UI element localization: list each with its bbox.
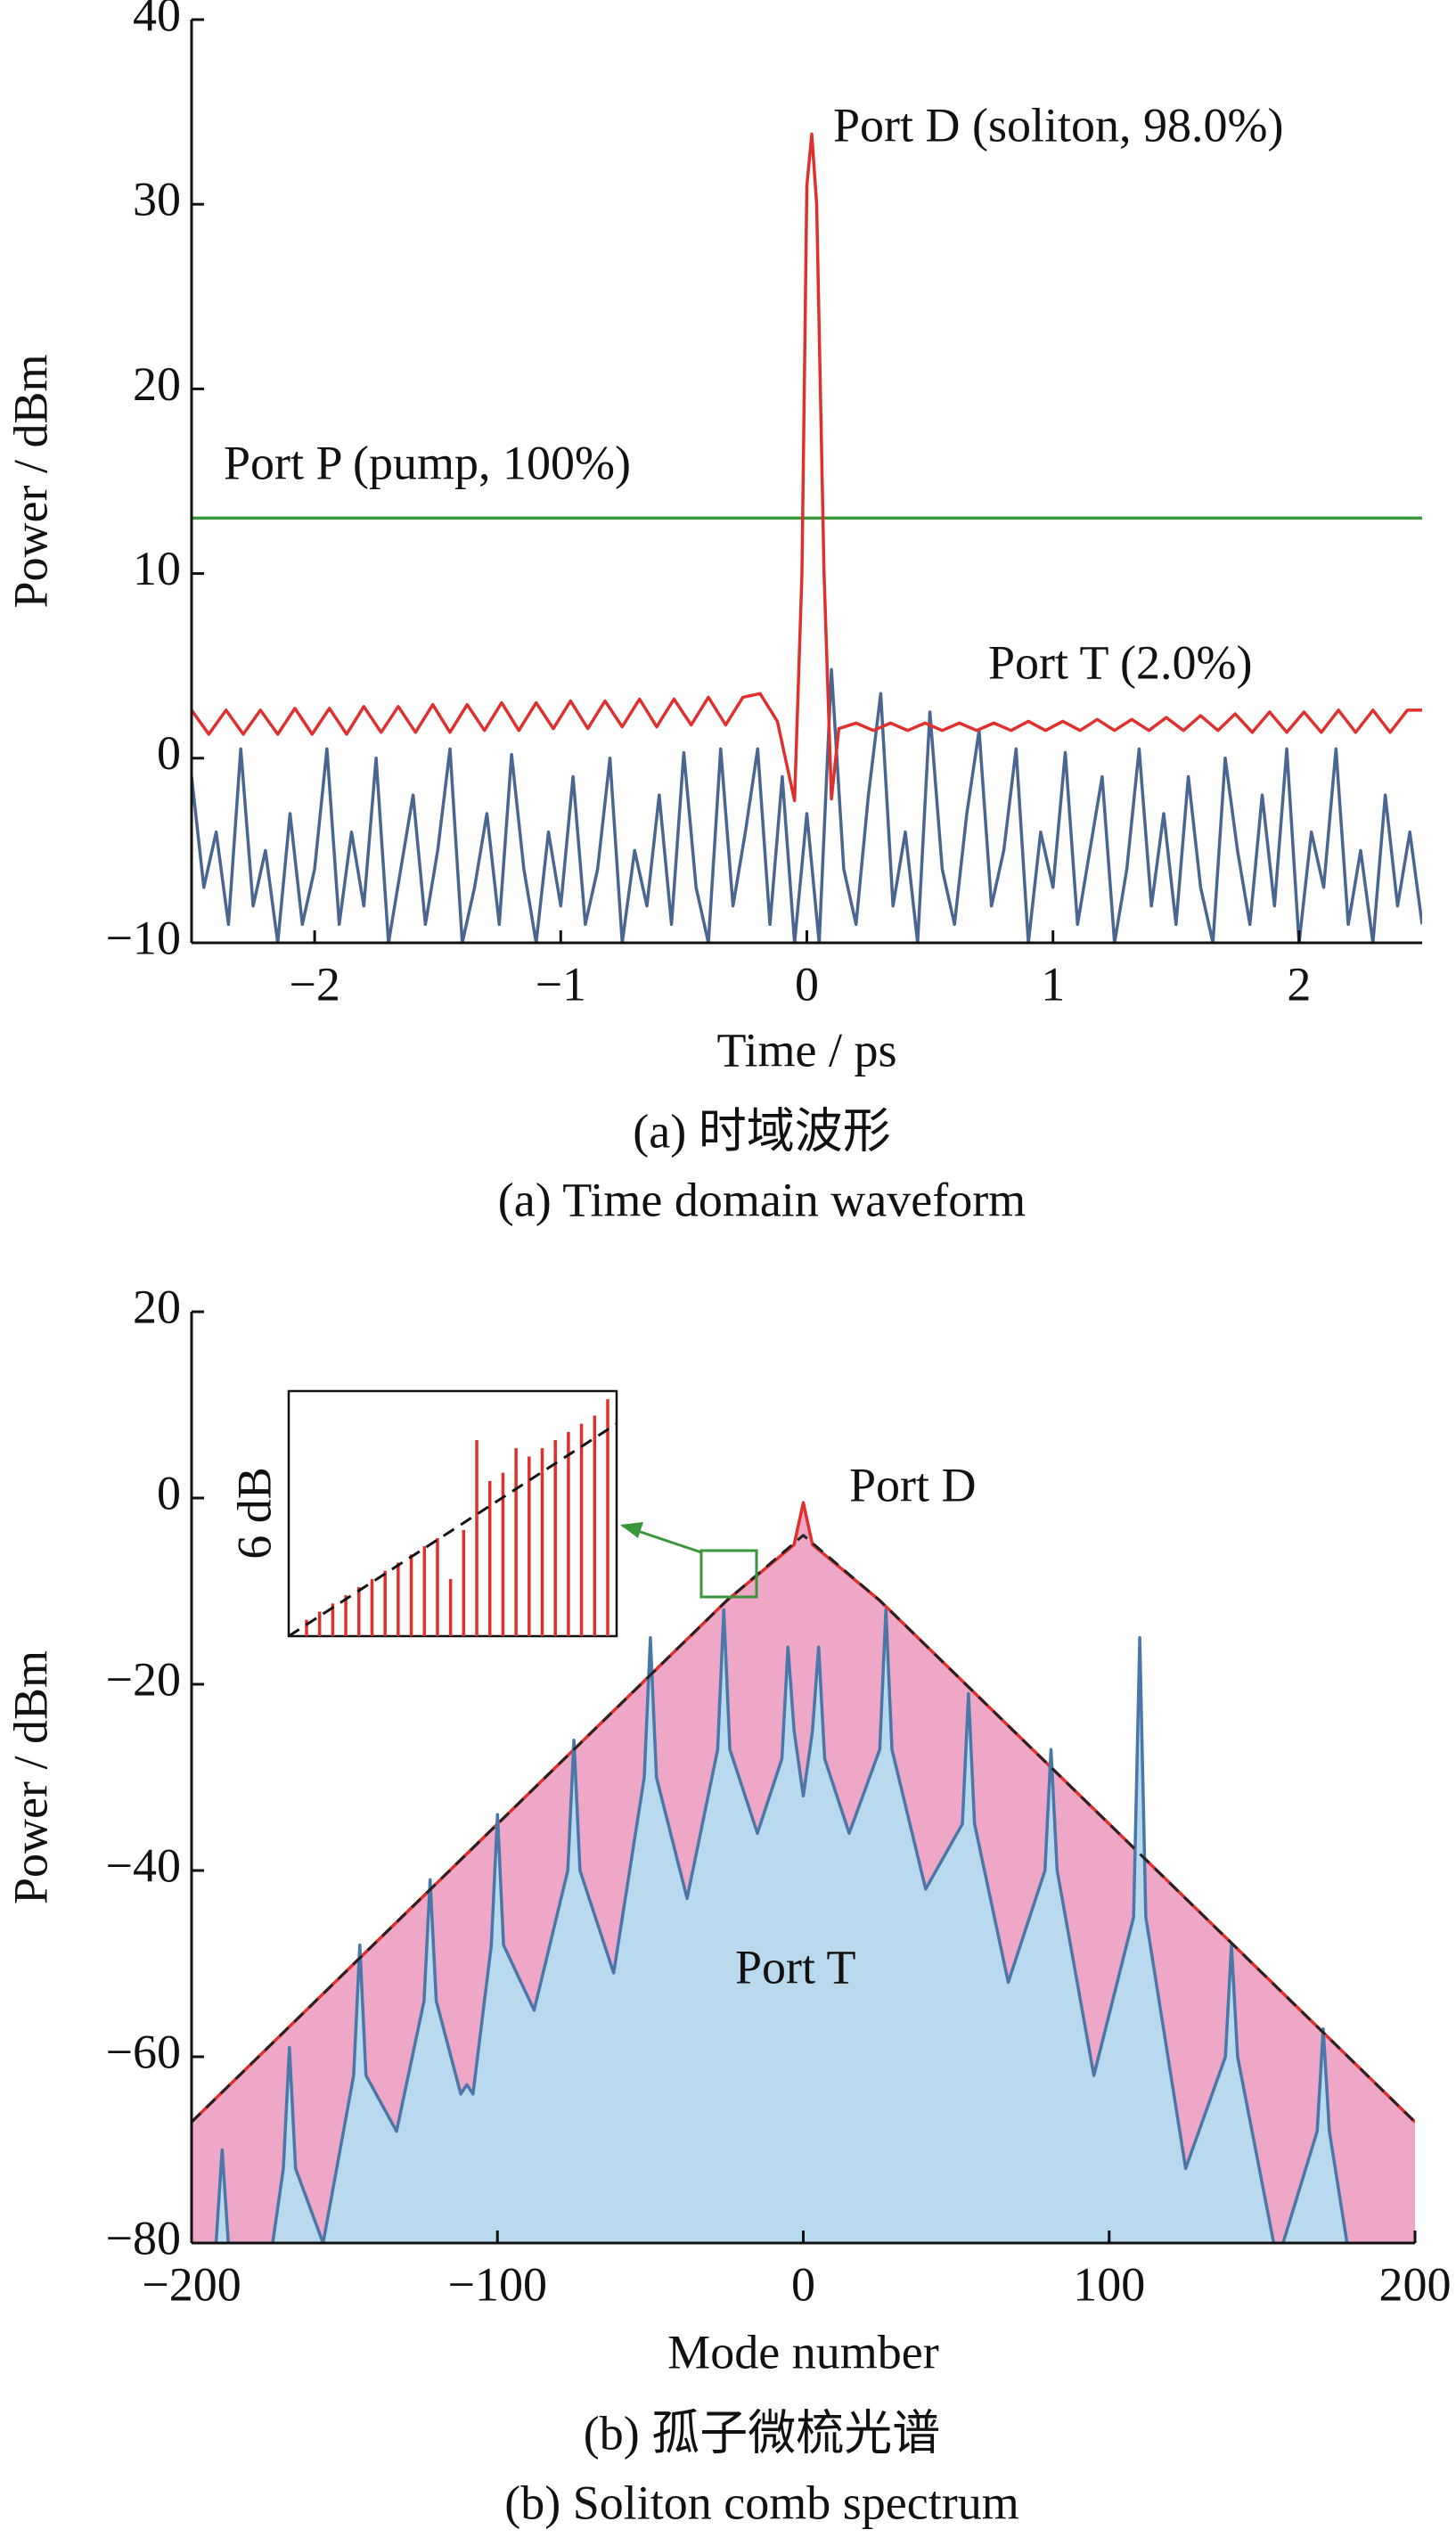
x-tick-label: −200 bbox=[142, 2257, 241, 2311]
x-tick-label: 0 bbox=[795, 957, 819, 1011]
x-tick-label: 200 bbox=[1379, 2257, 1452, 2311]
y-tick-label: 20 bbox=[133, 1280, 181, 1333]
caption: (b) 孤子微梳光谱 bbox=[584, 2406, 940, 2460]
series-label: Port T bbox=[735, 1940, 856, 1993]
annotation: Port T (2.0%) bbox=[988, 635, 1253, 689]
line bbox=[192, 132, 1422, 803]
y-tick-label: 40 bbox=[133, 0, 181, 41]
x-tick-label: −1 bbox=[536, 957, 586, 1011]
x-tick-label: −100 bbox=[448, 2257, 547, 2311]
x-tick-label: 0 bbox=[791, 2257, 815, 2311]
x-tick-label: 100 bbox=[1073, 2257, 1145, 2311]
inset-fit bbox=[288, 1422, 618, 1638]
y-tick-label: −20 bbox=[106, 1652, 181, 1706]
area bbox=[192, 1609, 1415, 2243]
y-tick-label: −40 bbox=[106, 1838, 181, 1892]
caption: (a) 时域波形 bbox=[633, 1104, 890, 1158]
annotation: Port D (soliton, 98.0%) bbox=[833, 98, 1284, 151]
line bbox=[192, 667, 1422, 943]
x-axis-label: Mode number bbox=[667, 2325, 938, 2378]
inset-label: 6 dB bbox=[227, 1467, 281, 1560]
y-tick-label: 30 bbox=[133, 173, 181, 226]
plot-area bbox=[192, 132, 1422, 943]
y-tick-label: 20 bbox=[133, 357, 181, 411]
inset-frame bbox=[287, 1389, 618, 1638]
y-axis-label: Power / dBm bbox=[4, 1650, 57, 1904]
x-tick-label: −2 bbox=[289, 957, 339, 1011]
y-axis-label: Power / dBm bbox=[4, 354, 57, 608]
x-axis-label: Time / ps bbox=[716, 1023, 896, 1077]
y-tick-label: 0 bbox=[157, 1466, 181, 1519]
zoom-arrow-head bbox=[620, 1522, 643, 1538]
y-tick-label: −80 bbox=[106, 2211, 181, 2264]
line bbox=[214, 1608, 1349, 2243]
x-tick-label: 1 bbox=[1041, 957, 1065, 1011]
y-tick-label: 10 bbox=[133, 542, 181, 595]
series-label: Port D bbox=[849, 1458, 977, 1511]
line bbox=[192, 1534, 1415, 2124]
y-tick-label: −10 bbox=[106, 911, 181, 964]
plot-area bbox=[192, 1501, 1415, 2243]
annotation: Port P (pump, 100%) bbox=[224, 436, 631, 489]
y-tick-label: −60 bbox=[106, 2025, 181, 2078]
zoom-box bbox=[699, 1549, 758, 1599]
caption: (b) Soliton comb spectrum bbox=[504, 2476, 1018, 2529]
caption: (a) Time domain waveform bbox=[498, 1173, 1026, 1226]
y-tick-label: 0 bbox=[157, 726, 181, 780]
x-tick-label: 2 bbox=[1287, 957, 1311, 1011]
